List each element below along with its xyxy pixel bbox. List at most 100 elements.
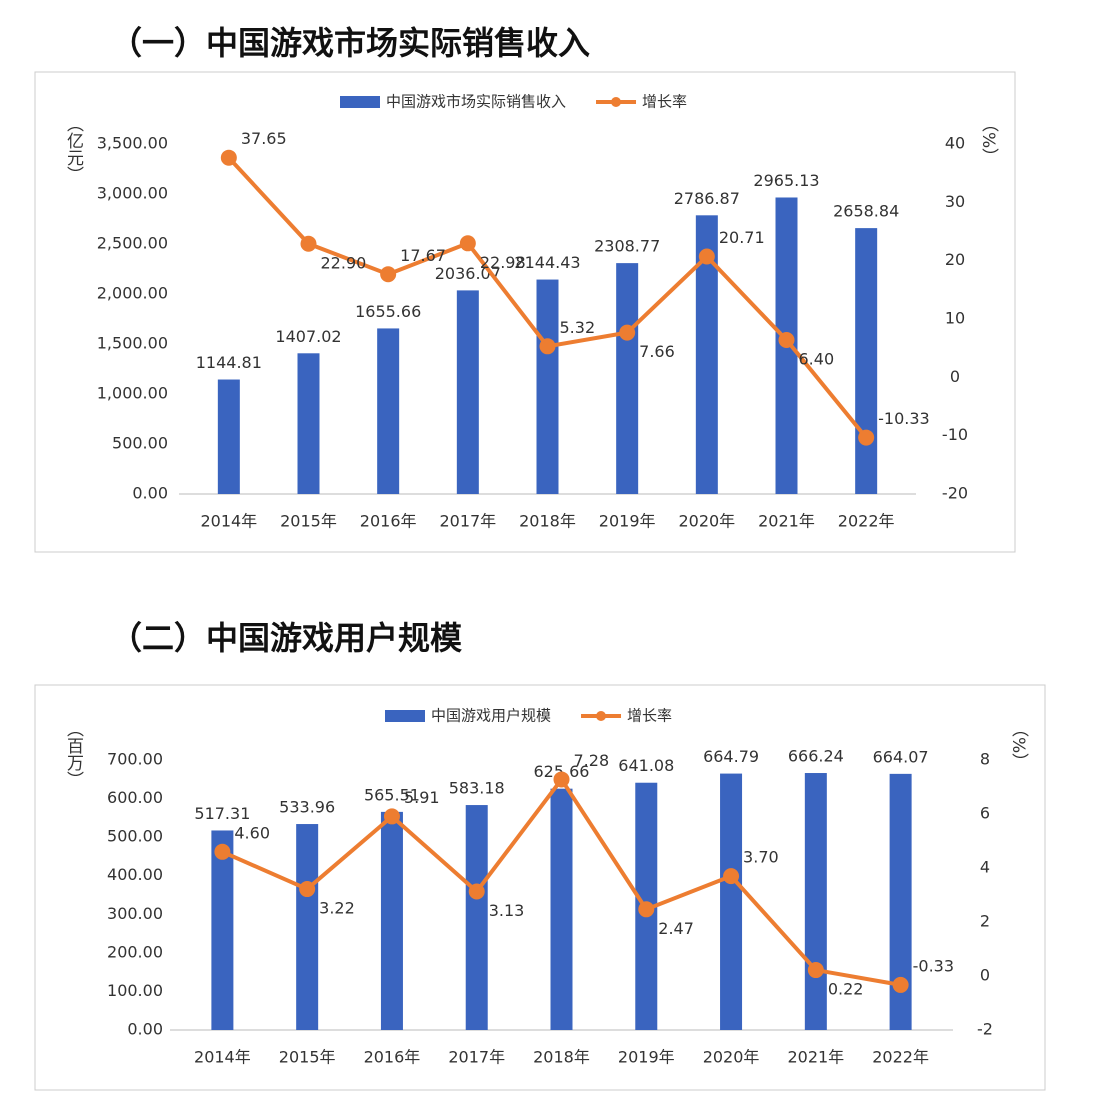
line-point <box>553 771 570 788</box>
chart-frame <box>34 684 1046 1091</box>
line-value-label: -10.33 <box>878 409 930 428</box>
y-tick-label: 500.00 <box>112 434 168 453</box>
y2-tick-label: 2 <box>980 912 990 931</box>
line-point <box>299 881 316 898</box>
y2-tick-label: 8 <box>980 750 990 769</box>
line-point <box>892 976 909 993</box>
bar <box>296 824 319 1030</box>
y2-tick-label: 4 <box>980 858 990 877</box>
y-tick-label: 1,000.00 <box>97 384 168 403</box>
line-point <box>778 332 795 348</box>
y2-tick-label: 0 <box>950 367 960 386</box>
y2-tick-label: 0 <box>980 966 990 985</box>
line-point <box>383 808 400 825</box>
line-value-label: 37.65 <box>241 129 287 148</box>
y2-tick-label: 6 <box>980 804 990 823</box>
line-value-label: 22.98 <box>480 253 526 272</box>
line-point <box>723 868 740 885</box>
y2-tick-label: -10 <box>942 425 968 444</box>
line-point <box>380 266 397 283</box>
bar <box>616 263 639 494</box>
y2-axis-label: （%） <box>1008 720 1029 770</box>
x-tick-label: 2021年 <box>758 512 815 531</box>
line-point <box>214 843 231 860</box>
bar-value-label: 565.51 <box>364 785 420 804</box>
bar <box>889 773 912 1030</box>
y-tick-label: 0.00 <box>132 484 168 503</box>
line-value-label: 3.70 <box>743 848 779 867</box>
bar-value-label: 664.07 <box>873 747 929 766</box>
bar <box>465 805 488 1030</box>
bar <box>211 830 234 1030</box>
x-tick-label: 2017年 <box>439 512 496 531</box>
bar-value-label: 1144.81 <box>196 353 262 372</box>
x-tick-label: 2016年 <box>364 1048 421 1067</box>
x-tick-label: 2015年 <box>279 1048 336 1067</box>
y-tick-label: 1,500.00 <box>97 334 168 353</box>
x-tick-label: 2018年 <box>533 1048 590 1067</box>
chart-title: （二）中国游戏用户规模 <box>110 619 462 657</box>
line-value-label: 20.71 <box>719 228 765 247</box>
y-tick-label: 500.00 <box>107 827 163 846</box>
bar-value-label: 2144.43 <box>514 253 580 272</box>
legend-swatch <box>596 711 607 721</box>
line-value-label: 6.40 <box>799 350 835 369</box>
line-value-label: 2.47 <box>658 919 694 938</box>
legend-label: 增长率 <box>627 707 672 725</box>
x-tick-label: 2022年 <box>838 512 895 531</box>
bar <box>550 788 573 1030</box>
line-point <box>539 338 556 355</box>
bar-value-label: 583.18 <box>449 779 505 798</box>
y-tick-label: 300.00 <box>107 904 163 923</box>
y-axis-label: （百万） <box>63 720 84 788</box>
legend-swatch <box>340 96 380 108</box>
bar-value-label: 2308.77 <box>594 237 660 256</box>
bar <box>804 773 827 1030</box>
bar <box>297 353 320 494</box>
x-tick-label: 2018年 <box>519 512 576 531</box>
bar <box>380 811 403 1030</box>
bar <box>456 290 479 494</box>
bar <box>855 228 878 494</box>
x-tick-label: 2015年 <box>280 512 337 531</box>
y-axis-label: （亿元） <box>63 115 84 183</box>
bar-value-label: 2786.87 <box>674 189 740 208</box>
line-point <box>468 883 485 900</box>
x-tick-label: 2019年 <box>618 1048 675 1067</box>
x-tick-label: 2021年 <box>787 1048 844 1067</box>
y-tick-label: 600.00 <box>107 788 163 807</box>
y-tick-label: 2,500.00 <box>97 234 168 253</box>
bar-value-label: 533.96 <box>279 798 335 817</box>
y2-tick-label: 30 <box>945 192 965 211</box>
line-value-label: -0.33 <box>913 956 954 975</box>
y-tick-label: 2,000.00 <box>97 284 168 303</box>
line-point <box>619 324 636 341</box>
bar-value-label: 1407.02 <box>275 327 341 346</box>
y-tick-label: 400.00 <box>107 865 163 884</box>
line-value-label: 3.22 <box>319 899 355 918</box>
y2-tick-label: -2 <box>977 1020 993 1039</box>
line-value-label: 3.13 <box>489 901 525 920</box>
line-value-label: 5.32 <box>560 318 596 337</box>
y-tick-label: 100.00 <box>107 981 163 1000</box>
line-value-label: 7.28 <box>574 751 610 770</box>
bar-value-label: 641.08 <box>618 756 674 775</box>
bar-value-label: 2036.07 <box>435 264 501 283</box>
bar-value-label: 666.24 <box>788 747 844 766</box>
x-tick-label: 2019年 <box>599 512 656 531</box>
legend-label: 中国游戏用户规模 <box>431 707 551 725</box>
y-tick-label: 700.00 <box>107 750 163 769</box>
y2-tick-label: 20 <box>945 250 965 269</box>
x-tick-label: 2014年 <box>200 512 257 531</box>
chart-title: （一）中国游戏市场实际销售收入 <box>110 24 590 62</box>
line-value-label: 0.22 <box>828 980 864 999</box>
bar <box>720 773 743 1030</box>
bar-value-label: 2965.13 <box>753 171 819 190</box>
line-point <box>858 429 875 446</box>
x-tick-label: 2020年 <box>678 512 735 531</box>
x-tick-label: 2014年 <box>194 1048 251 1067</box>
line-value-label: 17.67 <box>400 246 446 265</box>
y2-axis-label: （%） <box>978 115 999 165</box>
y-tick-label: 3,500.00 <box>97 134 168 153</box>
